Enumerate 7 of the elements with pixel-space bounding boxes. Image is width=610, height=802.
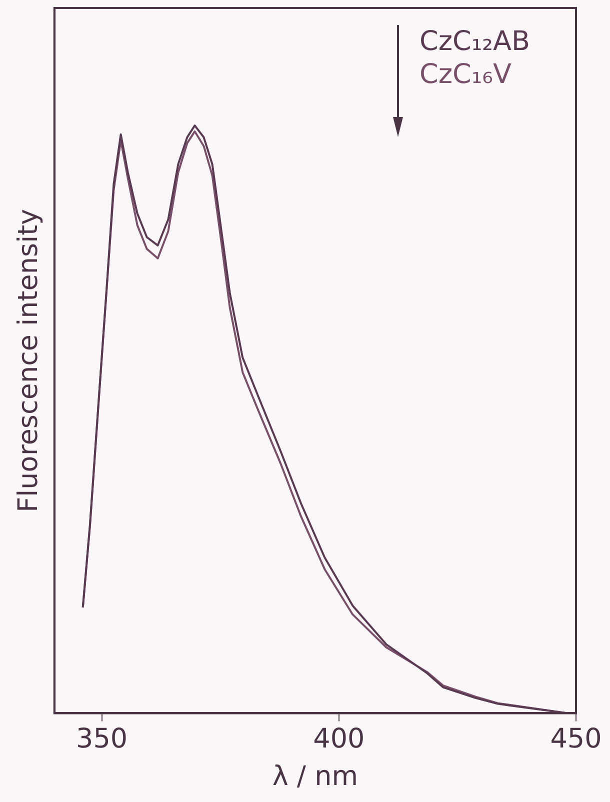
text: CzC₁₂AB	[419, 25, 530, 58]
text: CzC₁₆V	[419, 58, 512, 91]
y-axis-title: Fluorescence intensity	[13, 208, 44, 512]
x-tick-label: 350	[76, 723, 128, 754]
x-tick-label: 400	[313, 723, 365, 754]
x-axis-title: λ / nm	[272, 760, 358, 792]
x-tick-label: 450	[550, 723, 602, 754]
